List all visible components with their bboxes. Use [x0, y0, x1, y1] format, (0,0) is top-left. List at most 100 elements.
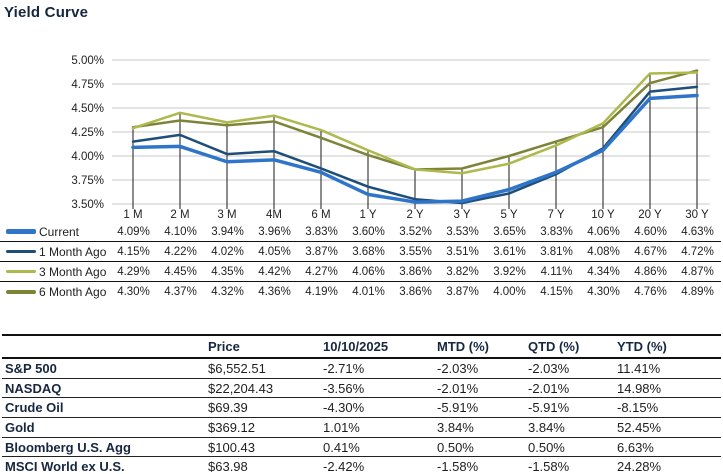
yield-value-cell: 4.19% [305, 286, 338, 298]
x-axis-label: 3 M [217, 209, 236, 221]
y-axis-label: 5.00% [71, 55, 104, 67]
market-cell-ytd: 52.45% [617, 419, 662, 435]
yield-value-cell: 4.30% [587, 286, 620, 298]
yield-value-cell: 4.37% [164, 286, 197, 298]
series-name-label: Current [39, 224, 80, 239]
yield-value-cell: 4.09% [117, 225, 150, 238]
y-axis-label: 4.25% [71, 127, 104, 139]
yield-value-cell: 4.35% [211, 265, 244, 278]
yield-value-cell: 3.60% [352, 225, 385, 238]
x-axis-label: 30 Y [685, 209, 709, 221]
yield-value-cell: 4.15% [540, 286, 573, 298]
market-cell-ytd: 24.28% [617, 459, 662, 474]
yield-value-cell: 4.10% [164, 225, 197, 238]
market-column-header: 10/10/2025 [323, 339, 389, 354]
market-cell-qtd: -2.03% [528, 360, 570, 376]
y-axis-label: 3.75% [71, 175, 104, 187]
legend-key: 1 Month Ago [0, 245, 110, 259]
series-line-swatch [6, 249, 36, 254]
series-name-label: 3 Month Ago [39, 264, 107, 279]
yield-value-cell: 4.76% [634, 286, 667, 298]
yield-value-cell: 3.55% [399, 245, 432, 258]
market-column-header [2, 335, 208, 358]
yield-value-cell: 4.06% [587, 225, 620, 238]
market-cell-day-change: -2.71% [323, 360, 365, 376]
yield-value-cell: 3.68% [352, 245, 385, 258]
x-axis-label: 1 M [123, 209, 142, 221]
market-cell-row-label: NASDAQ [5, 380, 62, 396]
market-cell-day-change: -3.56% [323, 380, 365, 396]
market-summary-table: Price 10/10/2025 MTD (%) QTD (%) YTD (%) S&P… [2, 334, 721, 474]
market-cell-price: $63.98 [208, 459, 248, 474]
x-axis-label: 2 M [170, 209, 189, 221]
y-axis-label: 4.50% [71, 103, 104, 115]
yield-value-cell: 4.27% [305, 265, 338, 278]
market-cell-mtd: 0.50% [437, 439, 474, 455]
market-cell-row-label: Bloomberg U.S. Agg [5, 439, 131, 455]
yield-value-cell: 3.96% [258, 225, 291, 238]
legend-row: 1 Month Ago 4.15% 4.22% 4.02% 4.05% 3.87% 3.68… [0, 242, 721, 262]
y-axis-label: 4.00% [71, 151, 104, 163]
market-table-row: Bloomberg U.S. Agg $100.43 0.41% 0.50% 0.50%… [2, 437, 721, 457]
market-cell-mtd: -1.58% [437, 459, 479, 474]
market-cell-price: $69.39 [208, 400, 248, 416]
x-axis-label: 7 Y [547, 209, 564, 221]
series-line-swatch [6, 290, 36, 294]
yield-curve-chart-area: 5.00% 4.75% 4.50% 4.25% 4.00% 3.75% 3.50% 1 M 2 … [0, 0, 723, 222]
yield-value-cell: 3.82% [446, 265, 479, 278]
yield-curve-chart: 5.00% 4.75% 4.50% 4.25% 4.00% 3.75% 3.50% 1 M 2 … [71, 55, 710, 221]
market-cell-day-change: -2.42% [323, 459, 365, 474]
yield-value-cell: 4.00% [493, 286, 526, 298]
market-cell-row-label: Gold [5, 419, 35, 435]
yield-value-cell: 4.36% [258, 286, 291, 298]
yield-value-cell: 4.87% [681, 265, 714, 278]
yield-value-cell: 3.51% [446, 245, 479, 258]
yield-value-cell: 4.45% [164, 265, 197, 278]
yield-value-cell: 4.67% [634, 245, 667, 258]
yield-value-cell: 3.53% [446, 225, 479, 238]
x-axis-label: 10 Y [591, 209, 615, 221]
market-cell-mtd: -2.01% [437, 380, 479, 396]
yield-value-cell: 4.89% [681, 286, 714, 298]
market-cell-qtd: -5.91% [528, 400, 570, 416]
series-line-swatch [6, 269, 36, 274]
market-cell-qtd: 0.50% [528, 439, 565, 455]
market-cell-price: $22,204.43 [208, 380, 274, 396]
yield-value-cell: 3.81% [540, 245, 573, 258]
market-column-header: MTD (%) [437, 339, 489, 354]
y-axis-label: 3.50% [71, 199, 104, 211]
market-cell-ytd: 6.63% [617, 439, 654, 455]
yield-value-cell: 4.30% [117, 286, 150, 298]
market-cell-price: $369.12 [208, 419, 255, 435]
x-axis-label: 6 M [311, 209, 330, 221]
series-line-3-month-ago [131, 71, 699, 175]
yield-value-cell: 3.94% [211, 225, 244, 238]
legend-row: 6 Month Ago 4.30% 4.37% 4.32% 4.36% 4.19% 4.01… [0, 282, 721, 302]
market-table-row: S&P 500 $6,552.51 -2.71% -2.03% -2.03% 11.41% [2, 358, 721, 379]
series-name-label: 1 Month Ago [39, 244, 107, 259]
yield-value-cell: 4.22% [164, 245, 197, 258]
legend-key: 3 Month Ago [0, 265, 110, 279]
yield-value-cell: 4.32% [211, 286, 244, 298]
market-cell-ytd: -8.15% [617, 400, 659, 416]
market-cell-day-change: 0.41% [323, 439, 360, 455]
x-axis-label: 1 Y [359, 209, 376, 221]
yield-value-cell: 4.63% [681, 225, 714, 238]
legend-row: Current 4.09% 4.10% 3.94% 3.96% 3.83% 3.60% 3.5… [0, 222, 721, 242]
page-title: Yield Curve [4, 4, 89, 21]
legend-key: 6 Month Ago [0, 285, 110, 299]
yield-value-cell: 4.05% [258, 245, 291, 258]
market-cell-qtd: 3.84% [528, 419, 565, 435]
market-cell-price: $6,552.51 [208, 360, 266, 376]
yield-value-cell: 3.92% [493, 265, 526, 278]
market-cell-mtd: -5.91% [437, 400, 479, 416]
yield-value-cell: 3.65% [493, 225, 526, 238]
x-axis-label: 5 Y [500, 209, 517, 221]
yield-value-cell: 3.83% [540, 225, 573, 238]
x-axis-label: 2 Y [406, 209, 423, 221]
yield-value-cell: 4.86% [634, 265, 667, 278]
yield-value-cell: 3.52% [399, 225, 432, 238]
market-cell-mtd: 3.84% [437, 419, 474, 435]
market-cell-qtd: -1.58% [528, 459, 570, 474]
